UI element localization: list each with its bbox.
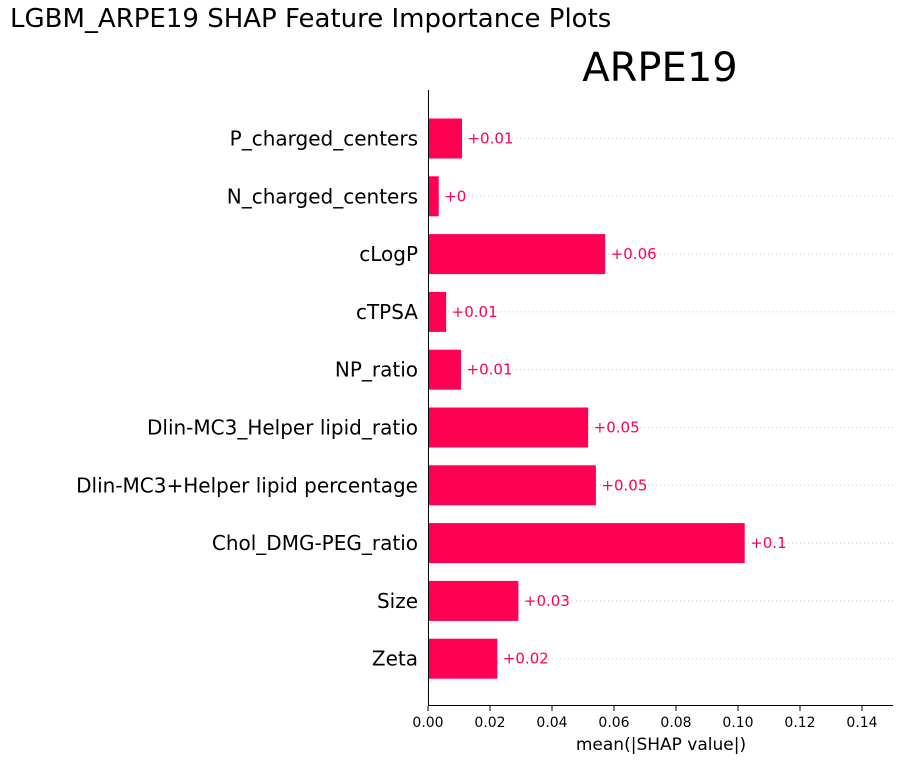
- x-tick-label: 0.14: [846, 715, 877, 731]
- value-labels: +0.01 +0 +0.06 +0.01 +0.01 +0.05 +0.05 +0.1 +0.0…: [444, 130, 786, 668]
- value-label: +0.06: [611, 245, 657, 263]
- figure-suptitle: LGBM_ARPE19 SHAP Feature Importance Plot…: [10, 4, 612, 34]
- category-label: cTPSA: [356, 300, 418, 324]
- category-label: NP_ratio: [335, 358, 418, 382]
- x-axis-label: mean(|SHAP value|): [576, 735, 746, 755]
- grid-lines: [428, 138, 893, 660]
- bar: [428, 638, 498, 679]
- bar: [428, 523, 745, 564]
- bars: [428, 118, 745, 679]
- category-label: Dlin-MC3+Helper lipid percentage: [76, 473, 418, 497]
- category-label: Chol_DMG-PEG_ratio: [212, 531, 418, 555]
- x-tick-label: 0.08: [660, 715, 691, 731]
- bar: [428, 349, 462, 390]
- category-label: P_charged_centers: [230, 127, 418, 151]
- category-label: Size: [377, 589, 418, 613]
- value-label: +0.01: [467, 130, 513, 148]
- value-label: +0.05: [601, 476, 647, 494]
- x-tick-label: 0.04: [536, 715, 567, 731]
- bar: [428, 465, 596, 506]
- bar: [428, 291, 447, 332]
- value-label: +0: [444, 187, 466, 205]
- x-tick-label: 0.00: [412, 715, 443, 731]
- value-label: +0.1: [750, 534, 786, 552]
- x-tick-label: 0.12: [784, 715, 815, 731]
- category-label: Zeta: [372, 647, 418, 671]
- x-tick-label: 0.06: [598, 715, 629, 731]
- bar: [428, 234, 606, 275]
- bar: [428, 407, 589, 448]
- chart-title: ARPE19: [582, 45, 737, 91]
- category-label: Dlin-MC3_Helper lipid_ratio: [147, 416, 418, 440]
- x-tick-label: 0.02: [474, 715, 505, 731]
- category-label: N_charged_centers: [227, 184, 418, 208]
- x-tick-label: 0.10: [722, 715, 753, 731]
- value-label: +0.02: [503, 650, 549, 668]
- category-label: cLogP: [359, 242, 418, 266]
- value-label: +0.05: [594, 419, 640, 437]
- value-label: +0.01: [467, 361, 513, 379]
- x-axis-ticks: 0.00 0.02 0.04 0.06 0.08 0.10 0.12 0.14: [412, 706, 878, 731]
- bar: [428, 580, 519, 621]
- value-label: +0.01: [452, 303, 498, 321]
- bar: [428, 118, 462, 159]
- value-label: +0.03: [524, 592, 570, 610]
- category-labels: P_charged_centers N_charged_centers cLogP c…: [76, 127, 418, 671]
- bar: [428, 176, 439, 217]
